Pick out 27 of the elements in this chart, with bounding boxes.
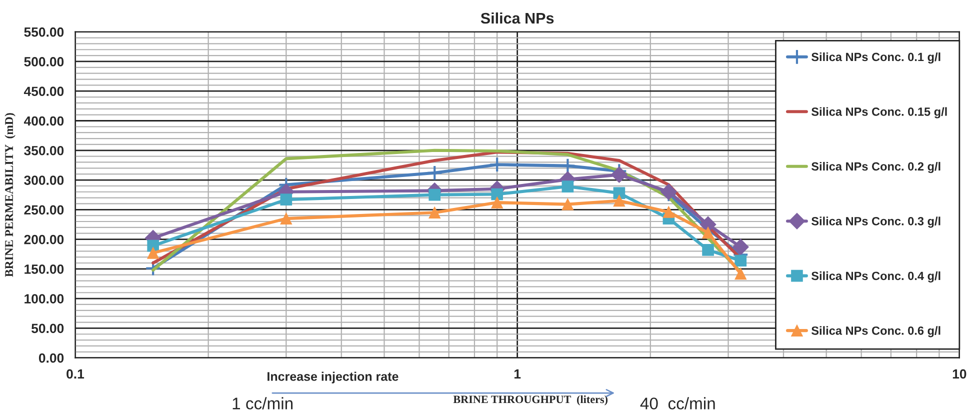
x-axis-title: BRINE THROUGHPUT (liters) [453,395,608,406]
legend-label: Silica NPs Conc. 0.3 g/l [811,216,940,228]
legend-label: Silica NPs Conc. 0.6 g/l [811,326,940,338]
y-tick-label: 400.00 [24,116,64,126]
y-tick-label: 250.00 [24,205,64,215]
legend-label: Silica NPs Conc. 0.2 g/l [811,162,940,173]
y-tick-label: 100.00 [24,294,64,304]
legend-label: Silica NPs Conc. 0.15 g/l [811,107,947,118]
x-tick-label: 0.1 [66,369,84,379]
text: Increase injection rate [268,372,398,384]
text: 1 cc/min [232,397,293,410]
y-tick-label: 300.00 [24,176,64,185]
x-tick-label: 1 [514,369,521,378]
legend-label: Silica NPs Conc. 0.4 g/l [811,271,940,282]
y-axis-title: BRINE PERMEABILITY (mD) [4,113,16,277]
legend-label: Silica NPs Conc. 0.1 g/l [811,52,940,64]
text: 40 cc/min [640,397,715,410]
y-tick-label: 500.00 [24,57,64,66]
y-tick-label: 550.00 [24,27,64,37]
y-tick-label: 0.00 [38,353,64,363]
x-tick-label: 10 [952,369,966,379]
y-tick-label: 350.00 [24,146,64,156]
y-tick-label: 50.00 [32,324,64,334]
y-tick-label: 200.00 [24,234,64,244]
y-tick-label: 150.00 [24,264,64,274]
y-tick-label: 450.00 [24,86,64,96]
chart-title: Silica NPs [480,12,554,24]
